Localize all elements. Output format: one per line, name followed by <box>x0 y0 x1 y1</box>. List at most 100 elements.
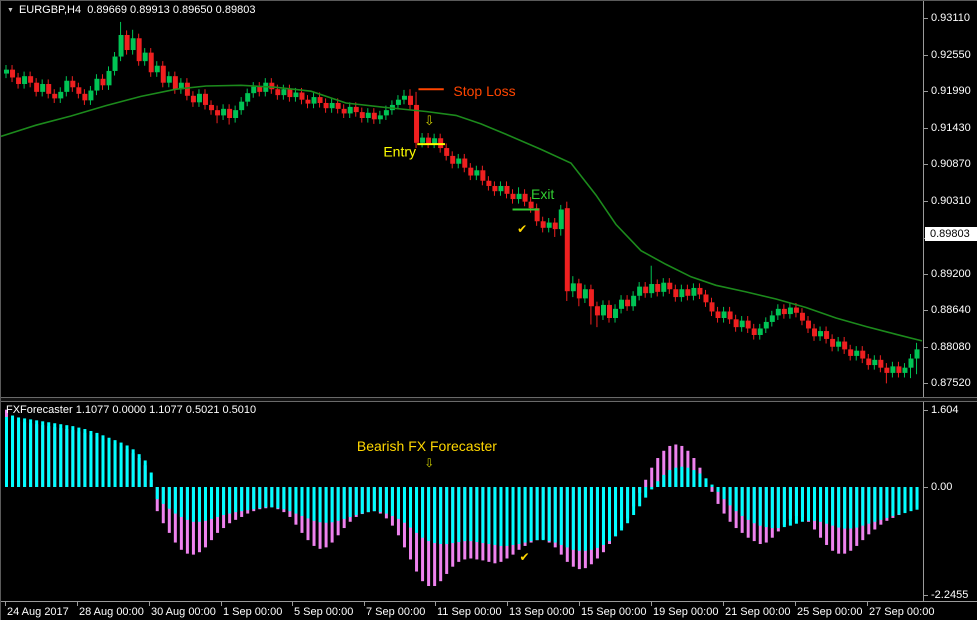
time-axis-tick <box>579 602 580 606</box>
candle-body <box>649 284 655 294</box>
indicator-bar <box>185 487 189 554</box>
indicator-bar <box>312 487 316 521</box>
indicator-bar <box>716 487 720 504</box>
price-axis-label: 0.88080 <box>931 341 971 353</box>
price-chart[interactable]: Stop Loss Entry ⇩ Exit ✔ <box>1 1 923 397</box>
candle-body <box>498 185 504 192</box>
indicator-bar <box>95 432 99 487</box>
indicator-bar <box>620 487 624 531</box>
indicator-bar <box>806 487 810 521</box>
candle-body <box>353 106 359 113</box>
indicator-bar <box>173 487 177 514</box>
candle-body <box>196 93 202 103</box>
price-axis-label-tick <box>924 91 928 92</box>
price-axis[interactable]: 0.93110 0.92550 0.91990 0.91430 0.90870 0.903… <box>923 1 977 601</box>
indicator-bar <box>595 487 599 548</box>
indicator-bar <box>107 437 111 487</box>
indicator-bar <box>137 454 141 487</box>
indicator-bar <box>228 487 232 514</box>
indicator-bar <box>77 427 81 487</box>
indicator-bar <box>734 487 738 512</box>
candle-body <box>884 367 890 373</box>
annotation-label-stop-loss: Stop Loss <box>453 83 515 99</box>
indicator-bar <box>179 487 183 517</box>
indicator-bar <box>167 487 171 509</box>
time-axis-label: 13 Sep 00:00 <box>509 606 575 618</box>
ohlc-quote-text: 0.89669 0.89913 0.89650 0.89803 <box>87 4 256 16</box>
indicator-bar <box>800 487 804 522</box>
indicator-bar <box>306 487 310 519</box>
time-axis-label: 28 Aug 00:00 <box>79 606 144 618</box>
price-axis-label: 0.90870 <box>931 158 971 170</box>
candle-body <box>908 358 914 368</box>
annotation-label-entry-confirm-check: ✔ <box>517 222 527 236</box>
candle-body <box>510 193 516 200</box>
candle-body <box>444 148 450 156</box>
indicator-bar <box>83 429 87 487</box>
indicator-bar <box>644 479 648 487</box>
candle-body <box>221 108 227 116</box>
indicator-axis-label-tick <box>924 487 928 488</box>
indicator-bar <box>517 487 521 544</box>
candle-body <box>570 283 576 292</box>
indicator-bar <box>372 487 376 512</box>
candle-body <box>607 304 612 319</box>
time-axis-label: 21 Sep 00:00 <box>725 606 791 618</box>
indicator-bar <box>415 487 419 533</box>
candle-body <box>239 101 245 111</box>
indicator-bar <box>264 487 268 508</box>
candle-body <box>528 201 534 209</box>
indicator-bar <box>668 445 672 487</box>
indicator-bar <box>384 487 388 514</box>
candle-body <box>703 294 709 303</box>
indicator-bar <box>336 487 340 521</box>
candle-body <box>468 167 474 176</box>
indicator-bar <box>614 487 618 537</box>
fxforecaster-indicator-chart[interactable]: Bearish FX Forecaster ⇩ ✔ <box>1 402 923 601</box>
candle-body <box>625 299 631 307</box>
indicator-bar <box>469 487 473 542</box>
candle-body <box>329 102 335 109</box>
indicator-bar <box>324 487 328 523</box>
indicator-bar <box>722 487 726 500</box>
indicator-bar <box>185 487 189 520</box>
indicator-bar <box>752 487 756 524</box>
price-axis-label-tick <box>924 201 928 202</box>
price-axis-label-tick <box>924 383 928 384</box>
indicator-axis-label: -2.2455 <box>931 589 969 601</box>
indicator-bar <box>788 487 792 526</box>
indicator-bar <box>632 487 636 516</box>
panel-splitter[interactable] <box>1 397 977 402</box>
time-axis-tick <box>364 602 365 606</box>
candle-body <box>697 287 703 295</box>
candle-body <box>619 299 625 309</box>
indicator-bar <box>421 487 425 538</box>
candle-body <box>383 110 389 116</box>
symbol-dropdown-icon[interactable]: ▼ <box>7 7 14 14</box>
candle-body <box>22 76 28 85</box>
indicator-bar <box>125 445 129 487</box>
candle-body <box>88 90 94 101</box>
annotation-bearish-signal-arrow: ⇩ <box>424 456 434 470</box>
price-axis-label: 0.91990 <box>931 85 971 97</box>
time-axis[interactable]: 24 Aug 2017 28 Aug 00:00 30 Aug 00:00 1 Sep… <box>1 601 977 620</box>
candle-body <box>154 65 160 73</box>
indicator-bar <box>849 487 853 529</box>
candle-body <box>281 89 287 96</box>
candle-body <box>775 308 781 316</box>
candle-body <box>94 78 100 91</box>
indicator-bar <box>282 487 286 510</box>
current-price-marker: 0.89803 <box>925 227 977 241</box>
candle-body <box>914 349 920 359</box>
candle-body <box>4 69 9 74</box>
candle-body <box>202 93 208 105</box>
forecast-down-series <box>5 409 919 587</box>
candle-body <box>540 221 546 228</box>
price-axis-label: 0.89200 <box>931 268 971 280</box>
indicator-bar <box>113 440 117 487</box>
candle-body <box>426 137 432 144</box>
indicator-bar <box>505 487 509 546</box>
indicator-bar <box>644 487 648 498</box>
annotation-entry-confirm-check: ✔ <box>517 222 527 236</box>
price-axis-label-tick <box>924 274 928 275</box>
